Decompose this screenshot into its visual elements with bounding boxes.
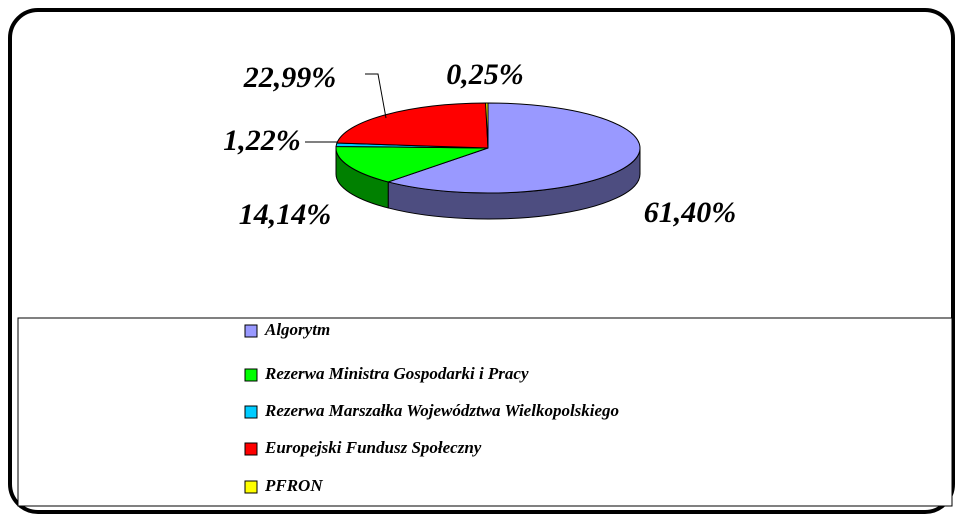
leader-line — [365, 73, 387, 119]
legend-swatch — [244, 405, 258, 419]
legend-label: Rezerwa Ministra Gospodarki i Pracy — [264, 364, 529, 383]
data-label: 22,99% — [243, 61, 337, 94]
legend-swatch — [244, 480, 258, 494]
legend-box — [17, 317, 953, 507]
data-label: 1,22% — [223, 124, 301, 157]
legend-swatch — [244, 324, 258, 338]
slice — [485, 102, 489, 149]
data-label: 61,40% — [644, 196, 737, 229]
data-label: 0,25% — [446, 58, 524, 91]
legend-swatch — [244, 442, 258, 456]
legend-label: PFRON — [264, 476, 323, 495]
legend-label: Rezerwa Marszałka Województwa Wielkopols… — [264, 401, 619, 420]
slice — [386, 102, 641, 194]
legend-label: Europejski Fundusz Społeczny — [264, 438, 482, 457]
legend-swatch — [244, 368, 258, 382]
slice — [335, 145, 489, 183]
legend-label: Algorytm — [264, 320, 330, 339]
data-label: 14,14% — [239, 198, 332, 231]
